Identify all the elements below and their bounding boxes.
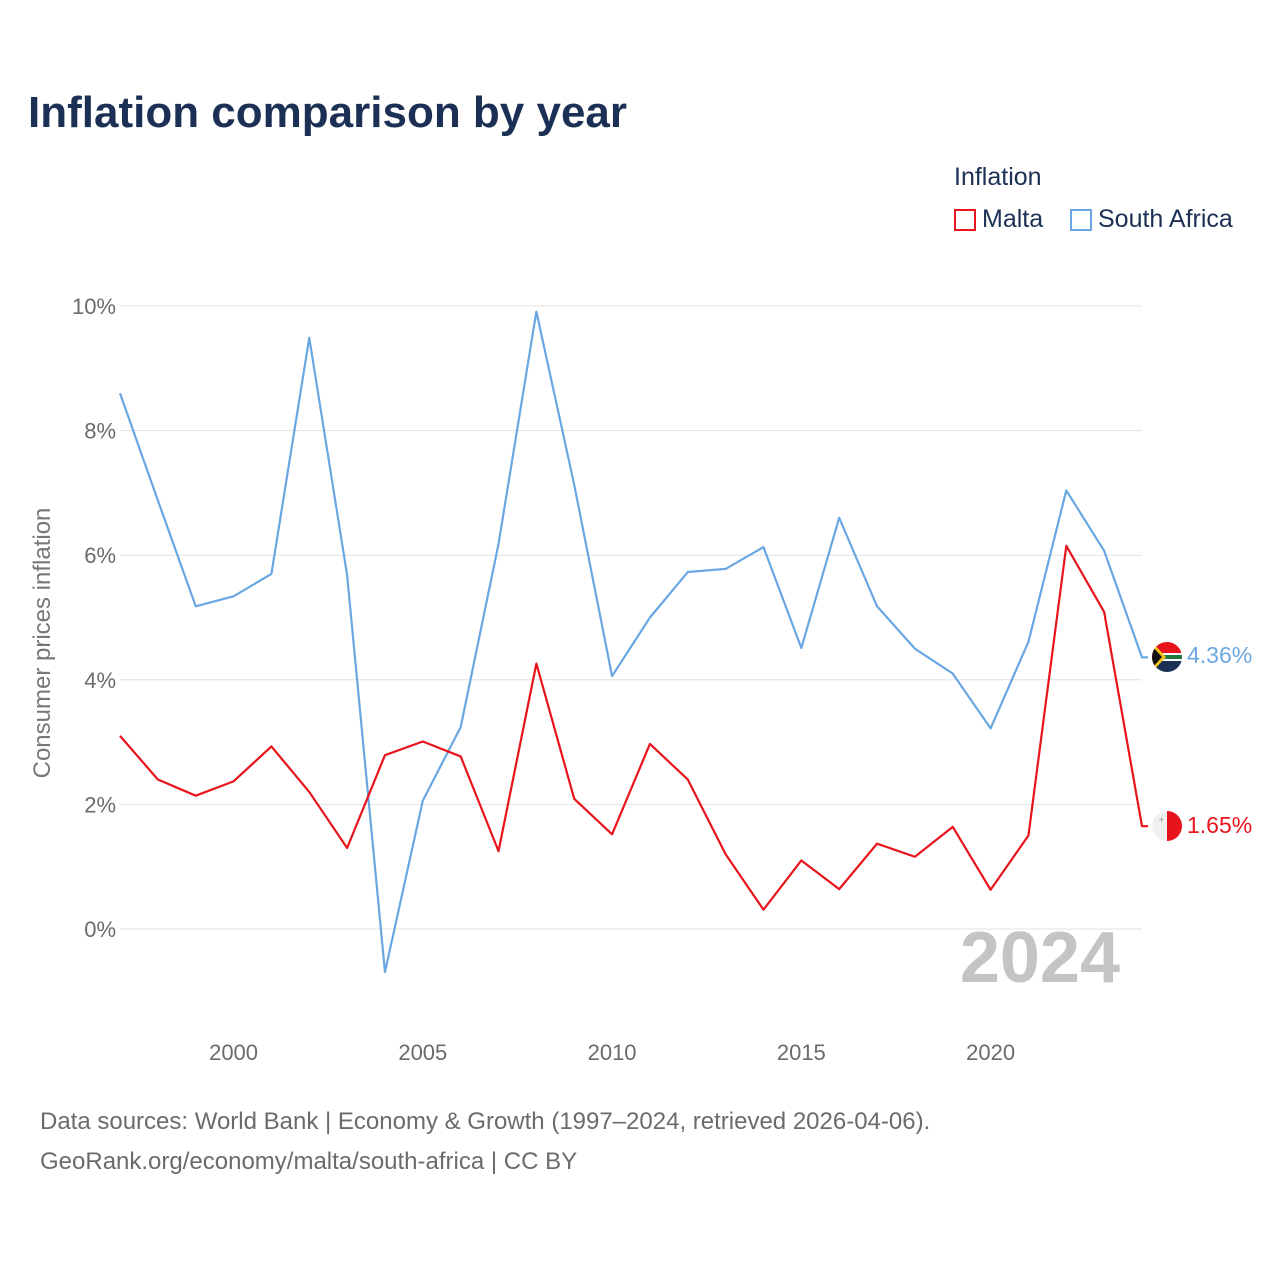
y-tick-label: 10% <box>72 294 116 319</box>
year-watermark: 2024 <box>960 918 1120 998</box>
x-tick-label: 2020 <box>966 1040 1015 1065</box>
y-tick-label: 4% <box>84 668 116 693</box>
x-tick-label: 2010 <box>588 1040 637 1065</box>
malta-flag-icon: + <box>1152 811 1182 841</box>
legend-item-malta[interactable]: Malta <box>954 205 1043 234</box>
y-tick-label: 8% <box>84 419 116 444</box>
series-line-malta[interactable] <box>119 544 1148 911</box>
legend-label-south-africa: South Africa <box>1098 205 1233 233</box>
south-africa-flag-icon <box>1152 642 1182 672</box>
legend-label-malta: Malta <box>982 205 1044 233</box>
legend-swatch-south-africa <box>1070 208 1092 231</box>
footer-source: Data sources: World Bank | Economy & Gro… <box>40 1108 931 1135</box>
legend-title: Inflation <box>954 163 1042 191</box>
end-value-south-africa: 4.36% <box>1187 642 1252 668</box>
legend-swatch-malta <box>954 208 976 231</box>
footer-credit: GeoRank.org/economy/malta/south-africa |… <box>40 1148 578 1175</box>
y-tick-label: 2% <box>84 792 116 817</box>
legend-item-south-africa[interactable]: South Africa <box>1070 205 1233 234</box>
x-tick-label: 2005 <box>398 1040 447 1065</box>
y-axis-label: Consumer prices inflation <box>29 508 56 779</box>
svg-text:+: + <box>1158 815 1165 824</box>
y-tick-label: 6% <box>84 543 116 568</box>
x-tick-label: 2000 <box>209 1040 258 1065</box>
end-value-malta: 1.65% <box>1187 812 1252 838</box>
series-line-south-africa[interactable] <box>118 310 1148 974</box>
x-tick-label: 2015 <box>777 1040 826 1065</box>
chart-title: Inflation comparison by year <box>28 88 628 137</box>
y-tick-label: 0% <box>84 917 116 942</box>
